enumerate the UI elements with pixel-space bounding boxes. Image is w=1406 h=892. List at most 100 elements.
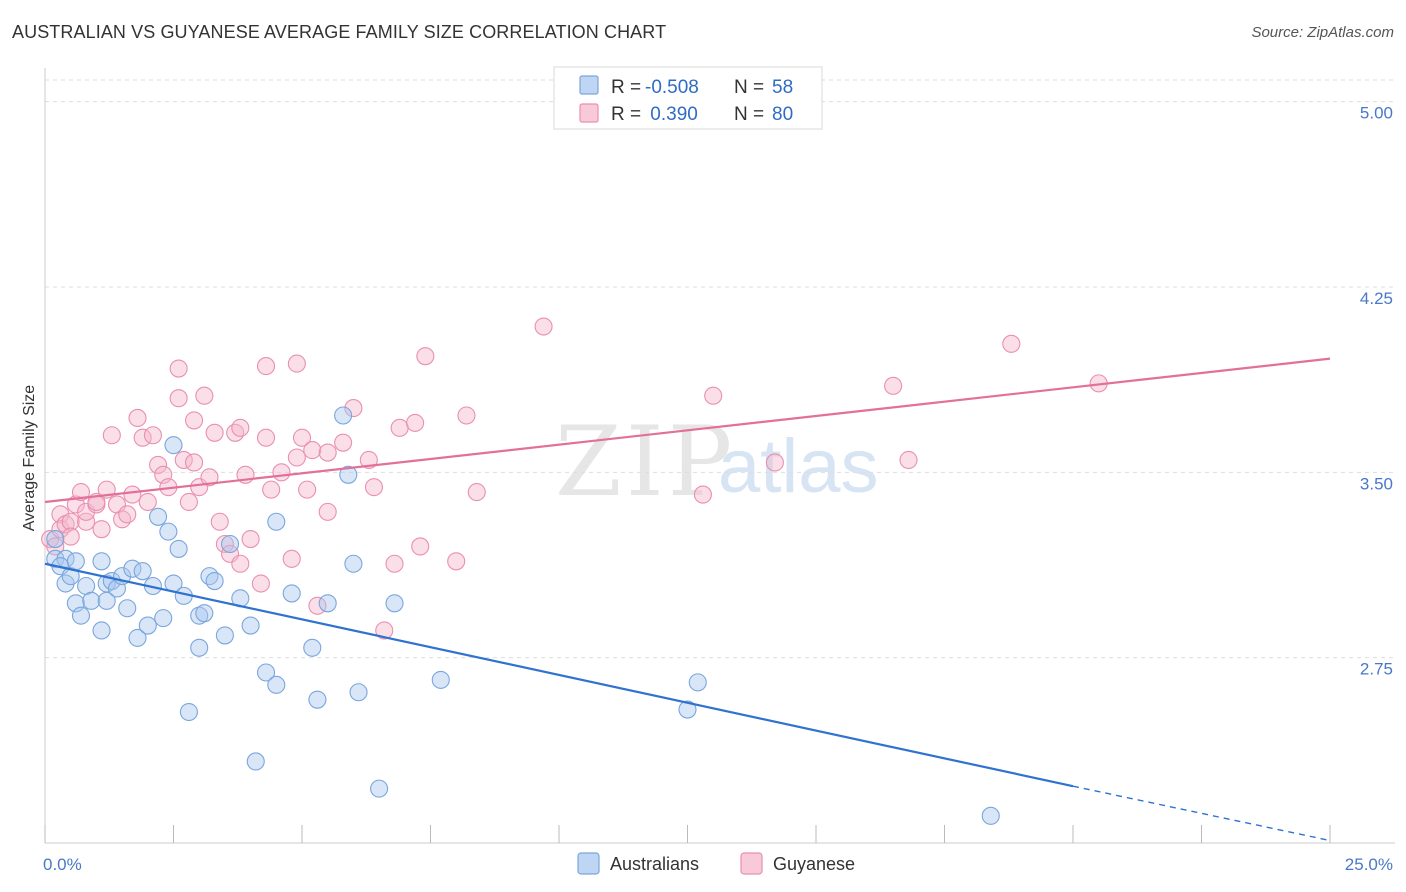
guyanese-point <box>282 549 301 568</box>
australians-point <box>267 512 286 531</box>
chart-title: AUSTRALIAN VS GUYANESE AVERAGE FAMILY SI… <box>12 22 667 42</box>
guyanese-point <box>765 453 784 472</box>
australians-points <box>46 406 1000 825</box>
guyanese-point <box>179 492 198 512</box>
series-legend: Australians Guyanese <box>577 852 855 875</box>
australians-point <box>149 507 168 526</box>
legend-n-value-australians: 58 <box>772 77 793 98</box>
guyanese-point <box>118 505 137 524</box>
guyanese-point <box>457 406 476 425</box>
australians-point <box>215 626 234 645</box>
australians-point <box>334 406 353 425</box>
australians-point <box>267 675 286 694</box>
chart-source: Source: ZipAtlas.com <box>1251 24 1394 41</box>
guyanese-point <box>406 413 425 432</box>
guyanese-point <box>123 485 142 504</box>
axes <box>44 68 1395 844</box>
guyanese-point <box>344 399 363 418</box>
australians-point <box>164 436 183 455</box>
guyanese-point <box>143 426 162 445</box>
australians-trend-line <box>44 562 1074 788</box>
australians-point <box>200 567 219 586</box>
guyanese-point <box>128 408 147 428</box>
australians-point <box>128 628 147 647</box>
guyanese-point <box>185 453 204 472</box>
guyanese-point <box>375 621 394 640</box>
australians-point <box>92 552 111 571</box>
australians-point <box>66 552 85 571</box>
australians-point <box>46 529 65 549</box>
guyanese-point <box>318 502 337 521</box>
guyanese-point <box>359 450 378 470</box>
australians-point <box>138 616 157 635</box>
australians-point <box>688 673 707 692</box>
australians-point <box>190 606 209 625</box>
guyanese-point <box>385 554 404 573</box>
guyanese-point <box>77 512 96 531</box>
guyanese-point <box>231 418 250 437</box>
guyanese-point <box>51 520 70 539</box>
tick-labels: 2.75 3.50 4.25 5.00 0.0% 25.0% <box>43 104 1393 874</box>
australians-point <box>92 621 111 640</box>
australians-point <box>133 562 152 581</box>
australians-point <box>195 604 214 623</box>
australians-point <box>349 683 368 702</box>
legend-n-label-guyanese: N = <box>734 104 764 125</box>
guyanese-point <box>210 512 229 531</box>
legend-n-label-australians: N = <box>734 77 764 98</box>
guyanese-point <box>467 483 486 502</box>
australians-point <box>97 574 116 593</box>
guyanese-point <box>287 448 306 467</box>
legend-swatch-australians <box>579 75 599 95</box>
australians-point <box>179 702 198 722</box>
watermark-atlas: atlas <box>718 424 879 509</box>
australians-point <box>241 616 260 635</box>
australians-point <box>71 606 91 625</box>
guyanese-point <box>1002 334 1021 353</box>
legend-r-value-australians: -0.508 <box>645 77 699 98</box>
bottom-legend-label-australians: Australians <box>610 854 699 874</box>
guyanese-point <box>185 411 204 430</box>
australians-point <box>385 594 404 613</box>
guyanese-point <box>334 433 353 452</box>
guyanese-point <box>364 478 384 497</box>
guyanese-point <box>262 480 281 499</box>
guyanese-point <box>138 492 157 512</box>
guyanese-points <box>41 317 1108 640</box>
guyanese-point <box>390 418 409 437</box>
bottom-legend-label-guyanese: Guyanese <box>773 854 855 874</box>
legend-r-label-guyanese: R = <box>611 104 641 125</box>
y-tick-label: 2.75 <box>1360 660 1393 679</box>
y-tick-label: 3.50 <box>1360 474 1393 493</box>
guyanese-point <box>272 463 291 482</box>
legend-n-value-guyanese: 80 <box>772 104 793 125</box>
guyanese-point <box>195 386 214 405</box>
australians-point <box>190 638 209 657</box>
guyanese-point <box>61 512 80 531</box>
guyanese-point <box>416 347 435 366</box>
guyanese-point <box>256 428 276 447</box>
guyanese-point <box>411 537 430 556</box>
y-axis-label: Average Family Size <box>21 385 38 532</box>
guyanese-point <box>298 480 317 499</box>
australians-point <box>220 534 240 554</box>
guyanese-point <box>231 554 250 573</box>
guyanese-point <box>46 537 65 556</box>
guyanese-point <box>51 505 70 524</box>
guyanese-point <box>534 317 553 336</box>
australians-point <box>344 554 363 573</box>
australians-point <box>205 572 224 591</box>
australians-point <box>282 584 301 603</box>
australians-point <box>308 690 327 709</box>
y-tick-label: 4.25 <box>1360 289 1393 308</box>
trend-lines <box>44 357 1331 842</box>
guyanese-point <box>693 485 712 504</box>
watermark-zip: ZIP <box>555 406 736 518</box>
australians-point <box>246 752 265 771</box>
guyanese-point <box>169 389 188 408</box>
guyanese-point <box>241 529 260 549</box>
x-tick-label-min: 0.0% <box>43 855 82 874</box>
guyanese-point <box>884 376 903 395</box>
x-tick-label-max: 25.0% <box>1345 855 1393 874</box>
